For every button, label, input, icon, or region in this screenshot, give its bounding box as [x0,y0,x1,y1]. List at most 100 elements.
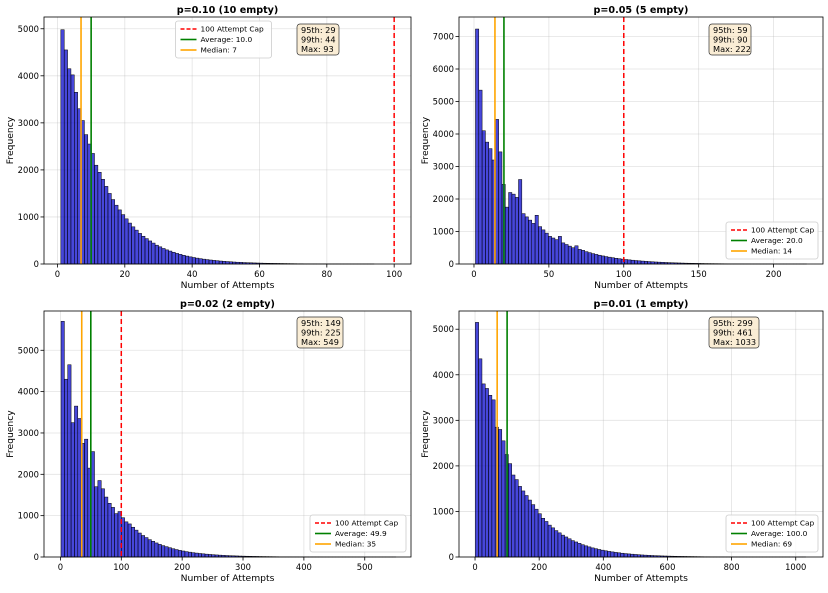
histogram-bar [482,131,485,264]
histogram-bar [101,489,104,557]
histogram-bar [125,219,128,264]
y-axis-label: Frequency [5,410,16,458]
stats-line: 95th: 149 [301,318,341,328]
histogram-bar [475,322,478,557]
histogram-bar [624,554,627,557]
histogram-bar [161,546,164,557]
histogram-bar [219,261,222,264]
histogram-bar [165,250,168,264]
histogram-bar [205,554,208,557]
histogram-bar [512,194,515,264]
x-tick-label: 0 [471,269,476,279]
histogram-bar [638,261,641,264]
histogram-bar [641,261,644,264]
histogram-bar [634,261,637,264]
histogram-bar [61,30,64,264]
histogram-bar [631,260,634,264]
histogram-bar [78,418,81,557]
histogram-bar [131,527,134,557]
histogram-bar [568,539,571,557]
histogram-bar [172,549,175,557]
histogram-bar [135,530,138,557]
histogram-bar [555,531,558,557]
histogram-bar [628,260,631,264]
histogram-bar [115,514,118,557]
histogram-bar [118,512,121,557]
histogram-bar [551,528,554,557]
histogram-bar [202,554,205,557]
histogram-bar [111,200,114,264]
histogram-bar [594,549,597,557]
histogram-bar [538,514,541,557]
histogram-bar [479,359,482,557]
histogram-bar [175,253,178,264]
histogram-bar [64,50,67,264]
histogram-bar [611,258,614,264]
x-axis-label: Number of Attempts [181,573,275,584]
histogram-bar [581,250,584,264]
histogram-bar [608,257,611,264]
histogram-bar [571,248,574,264]
y-tick-label: 0 [34,552,39,562]
histogram-bar [558,533,561,557]
x-tick-label: 400 [296,562,312,572]
stats-line: Max: 1033 [713,337,756,347]
histogram-bar [525,217,528,264]
legend-label: 100 Attempt Cap [751,519,815,528]
x-tick-label: 300 [235,562,251,572]
histogram-bar [525,496,528,558]
histogram-bar [185,256,188,264]
x-tick-label: 1000 [785,562,806,572]
histogram-bar [84,439,87,557]
histogram-bar [196,258,199,264]
histogram-bar [64,379,67,557]
histogram-bar [585,252,588,264]
y-tick-label: 2000 [18,469,39,479]
legend-label: Median: 35 [335,540,376,549]
histogram-bar [565,245,568,265]
histogram-bar [479,90,482,264]
histogram-bar [561,535,564,557]
histogram-bar [71,75,74,264]
histogram-bar [141,536,144,557]
legend-label: Average: 100.0 [751,529,808,538]
x-tick-label: 500 [357,562,373,572]
x-tick-label: 0 [58,562,63,572]
histogram-bar [578,249,581,264]
x-tick-label: 200 [531,562,547,572]
histogram-bar [505,207,508,264]
histogram-bar [571,541,574,557]
stats-line: 99th: 90 [713,35,748,45]
histogram-bar [475,29,478,264]
histogram-bar [598,549,601,557]
x-tick-label: 40 [187,269,198,279]
histogram-bar [545,521,548,557]
histogram-bar [512,475,515,557]
histogram-bar [155,543,158,557]
histogram-bar [518,486,521,557]
histogram-bar [198,553,201,557]
stats-line: Max: 93 [301,44,334,54]
histogram-bar [188,552,191,557]
x-tick-label: 100 [386,269,402,279]
histogram-bar [169,251,172,264]
stats-line: 95th: 59 [713,25,748,35]
y-axis-label: Frequency [420,116,431,164]
histogram-bar [172,252,175,264]
histogram-bar [522,214,525,264]
histogram-bar [631,554,634,557]
x-axis-label: Number of Attempts [181,280,275,291]
histogram-bar [95,487,98,557]
y-axis-label: Frequency [420,410,431,458]
histogram-bar [74,406,77,557]
y-tick-label: 0 [449,259,454,269]
histogram-bar [148,241,151,264]
histogram-bar [624,260,627,264]
stats-line: 95th: 29 [301,25,336,35]
